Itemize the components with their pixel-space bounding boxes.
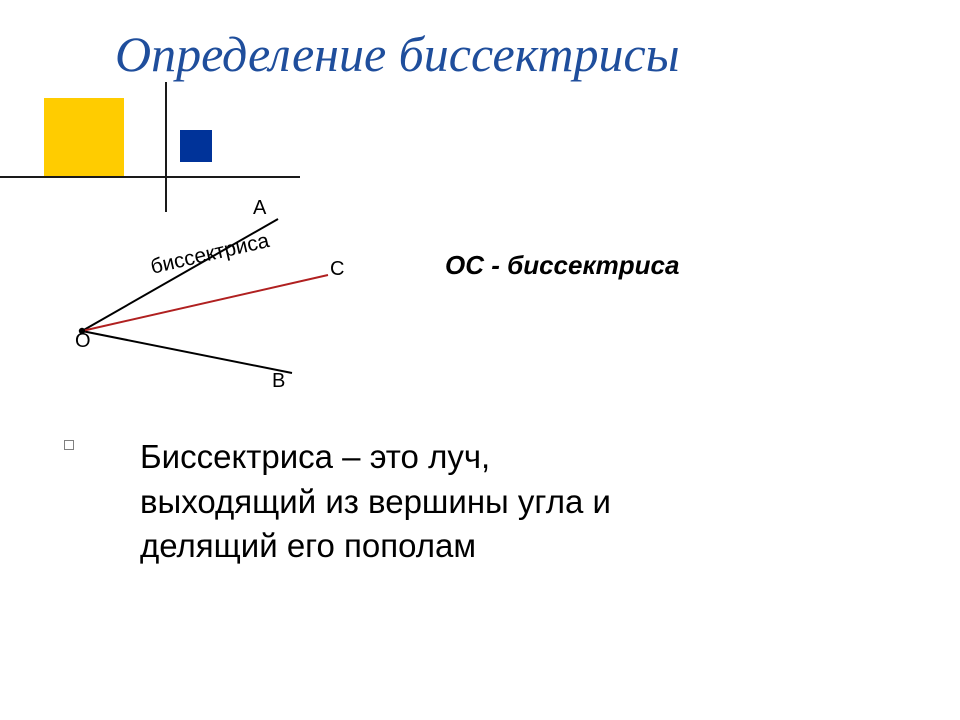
definition-line-1: Биссектриса – это луч,	[140, 435, 611, 480]
definition-line-3: делящий его пополам	[140, 524, 611, 569]
label-a: А	[253, 197, 266, 220]
oc-bisector-statement: ОС - биссектриса	[445, 250, 679, 281]
bullet-box-icon	[64, 440, 74, 450]
deco-blue-square	[180, 130, 212, 162]
angle-bisector-diagram	[60, 195, 380, 390]
ray-oc-bisector	[82, 275, 328, 331]
deco-yellow-square	[44, 98, 124, 178]
bisector-definition: Биссектриса – это луч, выходящий из верш…	[140, 435, 611, 569]
slide-title: Определение биссектрисы	[115, 25, 680, 83]
label-o: О	[75, 330, 91, 353]
ray-ob	[82, 331, 292, 373]
label-b: В	[272, 370, 285, 393]
definition-line-2: выходящий из вершины угла и	[140, 480, 611, 525]
label-c: С	[330, 258, 344, 281]
deco-horizontal-line	[0, 176, 300, 178]
deco-vertical-line	[165, 82, 167, 212]
